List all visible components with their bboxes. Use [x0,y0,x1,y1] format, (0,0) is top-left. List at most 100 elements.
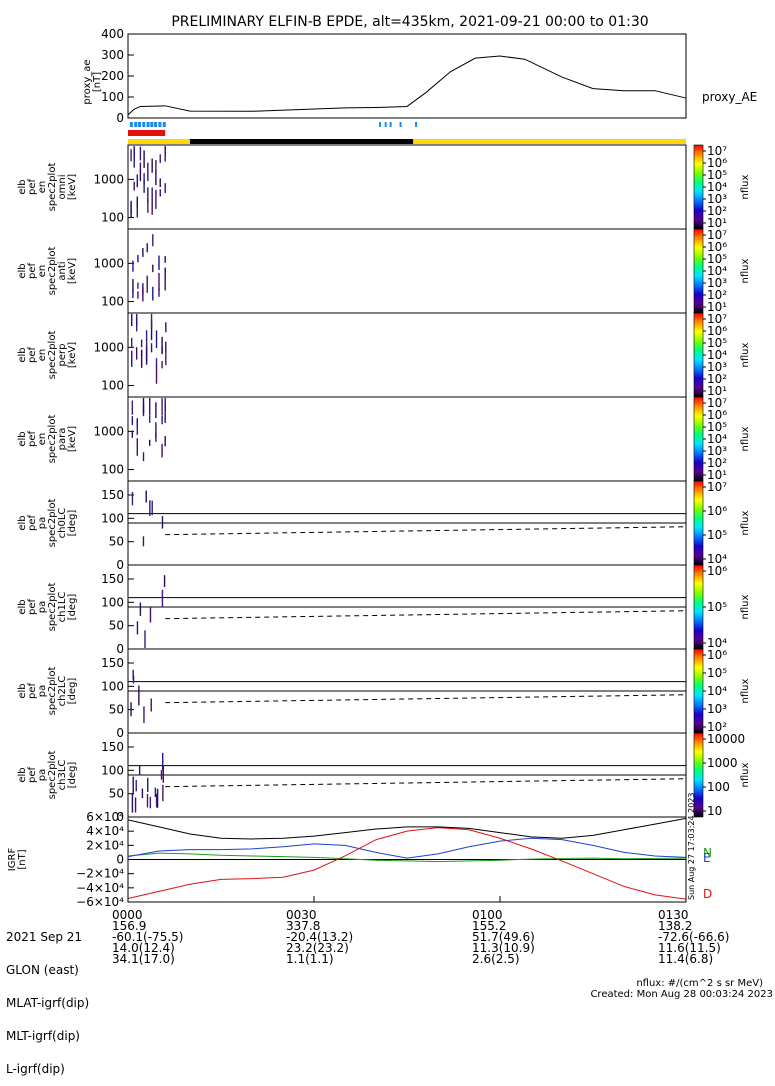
ylabel-line: pef [27,599,38,616]
status-bars [128,122,686,144]
ylabel-line: spec2plot [47,499,58,548]
ylabel-line: ch3LC [57,760,68,791]
igrf-panel: 6×10⁴4×10⁴2×10⁴0−2×10⁴−4×10⁴−6×10⁴IGRF[n… [7,793,712,909]
ephem-value: 0000 [112,908,143,922]
igrf-legend-label: N [703,846,712,860]
ephem-value: 51.7(49.6) [472,930,535,944]
colorbar-unit: nflux [740,342,751,367]
panel-ylabel: elbpefpaspec2plotch3LC[deg] [17,751,78,800]
ylabel-line: ch1LC [57,592,68,623]
ylabel-line: [keV] [67,258,78,284]
pitch-angle-ytick-label: 50 [109,619,124,633]
igrf-legend-label: D [703,887,712,901]
pitch-angle-ytick-label: 0 [116,810,124,824]
colorbar-tick-label: 10⁴ [707,552,727,566]
spectrogram-ytick-label: 100 [101,463,124,477]
panel-ylabel: elbpefenspec2plotanti[keV] [17,247,78,296]
ephem-value: -20.4(13.2) [286,930,354,944]
igrf-ytick-label: 0 [116,853,124,867]
igrf-ytick-label: 6×10⁴ [86,810,124,824]
ylabel-line: spec2plot [47,163,58,212]
colorbar-tick-label: 10¹ [707,384,727,398]
colorbar-tick-label: 10⁴ [707,684,727,698]
ylabel-line: IGRF [7,848,18,872]
colorbar-tick-label: 10⁵ [707,528,727,542]
colorbar-tick-label: 10⁴ [707,180,727,194]
colorbar-tick-label: 10³ [707,702,727,716]
eclipse-bar [190,139,414,144]
ae-ytick-label: 300 [101,48,124,62]
colorbar-tick-label: 10³ [707,192,727,206]
science-zone-mark [399,122,402,127]
energy-spectrogram-panels: 1000100elbpefenspec2plotomni[keV]1000100… [17,144,687,482]
spin-phase-bar [128,130,166,136]
ae-ytick-label: 0 [116,111,124,125]
pitch-angle-ytick-label: 0 [116,726,124,740]
colorbar-tick-label: 10¹ [707,300,727,314]
ephem-value: 0100 [472,908,503,922]
ylabel-line: pef [27,431,38,448]
ylabel-line: ch2LC [57,676,68,707]
igrf-side-timestamp: Sun Aug 27 17:03:24 2023 [687,793,696,900]
pitch-angle-ytick-label: 50 [109,787,124,801]
igrf-ytick-label: 4×10⁴ [86,824,124,838]
ylabel-line: [deg] [67,678,78,705]
trapped-boundary-dashed [165,694,687,704]
ylabel-line: pa [37,601,48,613]
ephem-value: 14.0(12.4) [112,941,175,955]
ylabel-line: pa [37,769,48,781]
spectrogram-frame [127,396,687,482]
colorbar-unit: nflux [740,426,751,451]
ephem-value: 138.2 [658,919,693,933]
pitch-angle-ytick-label: 150 [101,740,124,754]
colorbar-tick-label: 10⁵ [707,666,727,680]
ylabel-line: en [37,349,48,362]
ylabel-line: [keV] [67,342,78,368]
pitch-angle-panels: 150100500elbpefpaspec2plotch0LC[deg]1501… [17,480,687,824]
panel-ylabel: elbpefpaspec2plotch1LC[deg] [17,583,78,632]
ylabel-line: elb [17,767,28,782]
colorbar-unit: nflux [740,258,751,283]
pitch-angle-ytick-label: 100 [101,763,124,777]
igrf-legend-label: E [703,851,711,865]
science-zone-mark [162,122,166,127]
colorbar-tick-label: 10⁶ [707,324,727,338]
spectrogram-ytick-label: 1000 [93,256,124,270]
ylabel-line: anti [57,261,68,280]
ylabel-line: elb [17,347,28,362]
science-zone-mark [142,122,146,127]
colorbar-tick-label: 10² [707,372,727,386]
sun-bar [413,139,686,144]
igrf-ytick-label: −4×10⁴ [76,881,124,895]
ylabel-line: perp [57,344,68,367]
ylabel-line: pef [27,179,38,196]
ephem-label: 2021 Sep 21 [6,930,83,944]
colorbar-tick-label: 10⁵ [707,336,727,350]
ae-ytick-label: 400 [101,27,124,41]
ylabel-line: pa [37,685,48,697]
ae-frame [127,33,687,119]
proxy-ae-series-label: proxy_AE [702,90,757,104]
colorbar-tick-label: 10⁶ [707,156,727,170]
ephem-value: -72.6(-66.6) [658,930,730,944]
panel-ylabel: elbpefpaspec2plotch0LC[deg] [17,499,78,548]
ephem-value: -60.1(-75.5) [112,930,184,944]
colorbar [693,564,704,650]
ephem-value: 2.6(2.5) [472,952,520,966]
ylabel-line: [keV] [67,426,78,452]
pitch-angle-ytick-label: 100 [101,679,124,693]
colorbar [693,396,704,482]
ephem-label: L-igrf(dip) [6,1062,65,1076]
colorbar-tick-label: 10⁷ [707,480,727,494]
igrf-series-line [127,827,687,900]
colorbar-tick-label: 1000 [707,756,738,770]
panel-ylabel: elbpefenspec2plotperp[keV] [17,331,78,380]
ephem-value: 11.4(6.8) [658,952,714,966]
ylabel-line: omni [57,175,68,200]
igrf-series-line [127,817,687,840]
science-zone-mark [384,122,387,127]
colorbar-tick-label: 10000 [707,732,745,746]
colorbar-tick-label: 10³ [707,276,727,290]
ylabel-line: elb [17,683,28,698]
trapped-boundary-dashed [165,778,687,788]
